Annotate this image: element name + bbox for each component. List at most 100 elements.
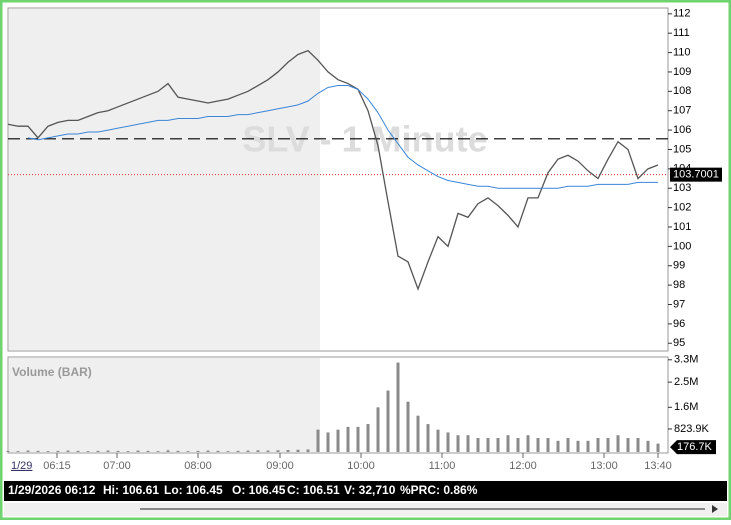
scroll-arrow[interactable]	[712, 505, 718, 513]
x-tick-label: 12:00	[509, 460, 537, 472]
status-field: Hi: 106.61	[103, 483, 159, 497]
volume-bar	[476, 438, 480, 452]
moving-average	[27, 85, 658, 189]
y-tick-label: 97	[673, 298, 685, 310]
volume-bar	[466, 435, 470, 452]
y-tick-label: 110	[673, 46, 691, 58]
volume-bar	[46, 451, 50, 452]
status-field: Lo: 106.45	[164, 483, 223, 497]
volume-bar	[366, 424, 370, 452]
status-field: 1/29/2026 06:12	[8, 483, 96, 497]
volume-bar	[456, 435, 460, 452]
y-tick-label: 105	[673, 143, 691, 155]
volume-bar	[36, 450, 40, 452]
volume-bar	[126, 451, 130, 452]
volume-bar	[376, 407, 380, 452]
volume-bar	[416, 415, 420, 452]
volume-bar	[406, 401, 410, 452]
y-tick-label: 102	[673, 202, 691, 214]
volume-bar	[266, 450, 270, 452]
volume-bar	[316, 429, 320, 452]
status-field: %PRC: 0.86%	[400, 483, 478, 497]
volume-bar	[486, 438, 490, 452]
last-price-box	[670, 167, 722, 182]
x-tick-label: 13:40	[644, 460, 672, 472]
volume-bar	[176, 450, 180, 452]
x-tick-label: 06:15	[43, 460, 71, 472]
date-label: 1/29	[11, 460, 32, 472]
last-volume-box	[670, 440, 716, 455]
volume-bar	[76, 450, 80, 452]
volume-bar	[246, 450, 250, 452]
volume-bar	[496, 438, 500, 452]
premarket-shade	[9, 9, 320, 350]
volume-bar	[626, 438, 630, 452]
volume-bar	[166, 450, 170, 452]
volume-bar	[606, 438, 610, 452]
volume-bar	[286, 450, 290, 452]
volume-bar	[346, 426, 350, 452]
volume-bar	[616, 435, 620, 452]
x-tick-label: 10:00	[347, 460, 375, 472]
volume-bar	[236, 450, 240, 452]
volume-bar	[96, 450, 100, 452]
volume-bar	[586, 440, 590, 452]
price-line	[7, 49, 659, 291]
y-tick-label: 98	[673, 279, 685, 291]
volume-bar	[156, 451, 160, 452]
y-tick-label: 823.9K	[674, 423, 710, 435]
volume-bar	[206, 450, 210, 452]
volume-bar	[16, 451, 20, 452]
volume-bar	[656, 443, 660, 452]
y-tick-label: 100	[673, 240, 691, 252]
volume-bar	[426, 424, 430, 452]
volume-bar	[56, 450, 60, 452]
volume-bar	[86, 451, 90, 452]
x-tick-label: 08:00	[184, 460, 212, 472]
y-tick-label: 3.3M	[674, 354, 698, 366]
volume-bar	[26, 450, 30, 452]
y-tick-label: 99	[673, 260, 685, 272]
volume-bar	[386, 390, 390, 452]
y-tick-label: 95	[673, 337, 685, 349]
status-field: O: 106.45	[232, 483, 286, 497]
volume-bar	[636, 438, 640, 452]
volume-bar	[396, 362, 400, 452]
y-tick-label: 108	[673, 85, 691, 97]
volume-bar	[66, 450, 70, 452]
volume-bar	[516, 438, 520, 452]
volume-bar	[136, 450, 140, 452]
volume-bar	[226, 451, 230, 452]
volume-bar	[556, 440, 560, 452]
status-bar	[4, 481, 727, 501]
last-volume-label: 176.7K	[677, 441, 713, 453]
x-tick-label: 07:00	[103, 460, 131, 472]
y-tick-label: 1.6M	[674, 401, 698, 413]
volume-bar	[6, 450, 10, 452]
y-tick-label: 111	[673, 27, 690, 39]
volume-bar	[116, 450, 120, 452]
volume-bar	[526, 435, 530, 452]
volume-bar	[306, 449, 310, 452]
y-tick-label: 106	[673, 124, 691, 136]
volume-bar	[596, 438, 600, 452]
volume-bar	[196, 450, 200, 452]
volume-bar	[276, 450, 280, 452]
volume-title: Volume (BAR)	[12, 365, 92, 379]
volume-bar	[436, 429, 440, 452]
volume-bar	[446, 432, 450, 452]
y-tick-label: 96	[673, 318, 685, 330]
y-tick-label: 109	[673, 66, 691, 78]
status-field: V: 32,710	[344, 483, 396, 497]
volume-bar	[146, 450, 150, 452]
y-tick-label: 103	[673, 182, 691, 194]
y-tick-label: 112	[673, 8, 691, 20]
x-tick-label: 09:00	[266, 460, 294, 472]
volume-bar	[256, 450, 260, 452]
x-tick-label: 13:00	[590, 460, 618, 472]
volume-bar	[576, 440, 580, 452]
y-tick-label: 107	[673, 105, 691, 117]
status-field: C: 106.51	[287, 483, 340, 497]
volume-bar	[326, 432, 330, 452]
